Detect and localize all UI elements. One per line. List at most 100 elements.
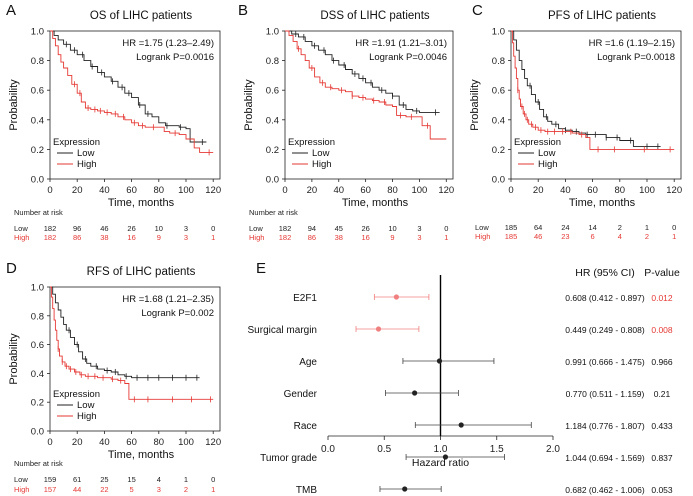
risk-table-header: Number at risk — [14, 459, 63, 468]
risk-count: 1 — [184, 475, 188, 484]
risk-count: 3 — [417, 233, 421, 242]
logrank-p-text: Logrank P=0.002 — [141, 308, 214, 319]
y-tick-label: 0.6 — [266, 86, 279, 97]
x-tick-label: 0 — [508, 185, 513, 196]
forest-plot: E HR (95% CI) P-value 0.0 0.5 1.0 1.5 2.0 Hazard… — [248, 260, 680, 496]
risk-count: 9 — [390, 233, 394, 242]
x-tick-label: 40 — [560, 185, 571, 196]
risk-count: 86 — [73, 233, 81, 242]
hazard-ratio-point — [436, 358, 443, 364]
risk-count: 159 — [44, 475, 57, 484]
risk-count: 38 — [335, 233, 343, 242]
risk-table-header: Number at risk — [14, 208, 63, 217]
km-panel-c: C PFS of LIHC patients 0.0 0.2 0.4 0.6 0.8 1.0 0… — [469, 2, 682, 241]
hr-ci-value: 0.770 (0.511 - 1.159) — [566, 389, 645, 399]
panel-letter: C — [472, 2, 483, 19]
y-tick-label: 0.4 — [31, 369, 44, 380]
x-tick-label: 20 — [72, 185, 83, 196]
risk-count: 1 — [211, 233, 215, 242]
legend-title: Expression — [288, 137, 335, 148]
legend-label-high: High — [312, 159, 332, 170]
risk-row-label: High — [475, 232, 490, 241]
risk-count: 14 — [588, 223, 596, 232]
x-tick-label: 100 — [178, 185, 194, 196]
x-tick-label: 120 — [205, 185, 221, 196]
x-tick-label: 40 — [333, 185, 344, 196]
x-tick-label: 100 — [178, 437, 194, 448]
forest-row-label: TMB — [296, 485, 317, 496]
risk-count: 1 — [645, 223, 649, 232]
risk-count: 6 — [591, 232, 595, 241]
x-tick-label: 0 — [47, 437, 52, 448]
chart-title: RFS of LIHC patients — [87, 266, 196, 278]
p-value: 0.966 — [651, 357, 673, 367]
hr-ci-value: 0.991 (0.666 - 1.475) — [565, 357, 645, 367]
risk-count: 5 — [130, 485, 134, 494]
risk-row-label: Low — [475, 223, 489, 232]
y-tick-label: 0.8 — [31, 56, 44, 67]
x-tick-label: 100 — [639, 185, 655, 196]
plot-frame — [49, 286, 221, 432]
risk-count: 25 — [100, 475, 108, 484]
panel-letter: E — [256, 260, 266, 277]
risk-count: 182 — [44, 224, 57, 233]
chart-title: PFS of LIHC patients — [548, 10, 656, 22]
risk-count: 46 — [534, 232, 542, 241]
x-tick-label: 60 — [126, 185, 137, 196]
risk-count: 26 — [361, 224, 369, 233]
hazard-ratio-text: HR =1.91 (1.21–3.01) — [355, 38, 447, 49]
risk-count: 0 — [444, 224, 448, 233]
x-tick-label: 120 — [205, 437, 221, 448]
hazard-ratio-text: HR =1.75 (1.23–2.49) — [122, 38, 214, 49]
p-value: 0.012 — [651, 293, 673, 303]
risk-row-label: Low — [14, 475, 28, 484]
forest-x-tick-label: 0.5 — [377, 444, 391, 455]
risk-row-label: High — [14, 485, 29, 494]
y-tick-label: 0.8 — [266, 56, 279, 67]
hr-ci-value: 1.184 (0.776 - 1.807) — [565, 421, 645, 431]
x-tick-label: 120 — [438, 185, 454, 196]
p-value: 0.433 — [651, 421, 673, 431]
x-tick-label: 40 — [99, 437, 110, 448]
x-tick-label: 80 — [154, 437, 165, 448]
km-panel-a: A OS of LIHC patients 0.0 0.2 0.4 0.6 0.8 1.0 0 2… — [6, 2, 221, 242]
hazard-ratio-point — [393, 294, 399, 300]
forest-x-tick-label: 2.0 — [546, 444, 560, 455]
panel-letter: D — [6, 260, 17, 277]
legend-label-low: Low — [312, 148, 330, 159]
risk-count: 86 — [308, 233, 316, 242]
forest-x-tick-label: 1.0 — [434, 444, 448, 455]
legend-label-low: Low — [77, 148, 95, 159]
x-tick-label: 0 — [47, 185, 52, 196]
y-axis-label: Probability — [8, 333, 20, 385]
risk-count: 24 — [561, 223, 569, 232]
survival-curve-low — [511, 30, 661, 147]
x-tick-label: 120 — [666, 185, 682, 196]
logrank-p-text: Logrank P=0.0018 — [597, 52, 675, 63]
km-panel-b: B DSS of LIHC patients 0.0 0.2 0.4 0.6 0.8 1.0 0… — [238, 2, 454, 242]
forest-row-label: Age — [299, 357, 317, 368]
y-tick-label: 0.8 — [492, 56, 505, 67]
y-tick-label: 0.0 — [266, 175, 279, 186]
forest-row-label: E2F1 — [293, 293, 317, 304]
x-tick-label: 20 — [72, 437, 83, 448]
x-axis-label: Time, months — [569, 197, 636, 209]
risk-row-label: High — [14, 233, 29, 242]
x-tick-label: 80 — [387, 185, 398, 196]
p-value: 0.21 — [654, 389, 671, 399]
risk-count: 0 — [211, 224, 215, 233]
y-axis-label: Probability — [469, 79, 481, 131]
plot-frame — [49, 30, 221, 180]
logrank-p-text: Logrank P=0.0046 — [369, 52, 447, 63]
risk-count: 4 — [618, 232, 622, 241]
survival-curve-low — [50, 30, 207, 143]
risk-count: 185 — [505, 232, 518, 241]
panel-letter: B — [238, 2, 248, 19]
survival-curve-low — [285, 30, 440, 113]
risk-count: 10 — [155, 224, 163, 233]
y-tick-label: 0.2 — [31, 398, 44, 409]
risk-count: 10 — [388, 224, 396, 233]
risk-count: 9 — [157, 233, 161, 242]
y-tick-label: 0.2 — [266, 145, 279, 156]
risk-count: 64 — [534, 223, 542, 232]
